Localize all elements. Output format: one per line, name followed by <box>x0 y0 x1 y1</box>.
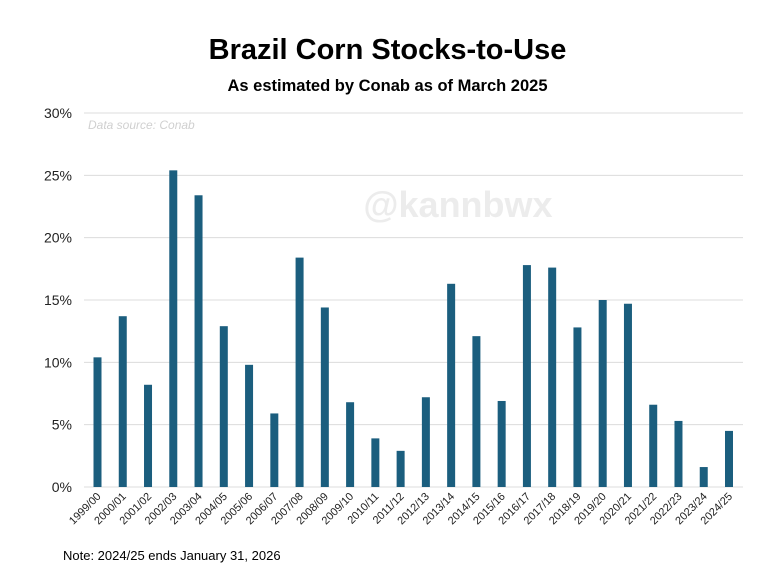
bar <box>144 384 153 487</box>
footnote: Note: 2024/25 ends January 31, 2026 <box>63 548 281 563</box>
bar <box>295 257 304 487</box>
bar <box>245 364 254 487</box>
bar <box>320 307 329 487</box>
bar <box>118 316 127 487</box>
bar <box>522 265 531 487</box>
bar <box>396 450 405 487</box>
bar <box>623 303 632 487</box>
bar <box>421 397 430 487</box>
bar <box>447 283 456 487</box>
bar <box>169 170 178 487</box>
y-tick-label: 10% <box>44 354 72 370</box>
chart-subtitle: As estimated by Conab as of March 2025 <box>227 77 548 95</box>
bar <box>674 420 683 487</box>
bar <box>270 413 279 487</box>
bar <box>497 400 506 487</box>
bar <box>472 336 481 487</box>
bar <box>699 467 708 487</box>
bar <box>725 430 733 487</box>
bar <box>371 438 380 487</box>
bar <box>346 402 355 487</box>
bar <box>548 267 557 487</box>
y-tick-label: 25% <box>44 167 72 183</box>
data-source-label: Data source: Conab <box>88 118 195 132</box>
bar <box>194 195 203 487</box>
bar <box>649 404 658 487</box>
y-tick-label: 0% <box>52 479 72 495</box>
bar <box>93 357 102 487</box>
bar <box>573 327 582 487</box>
bar <box>219 326 228 487</box>
watermark: @kannbwx <box>363 184 552 225</box>
y-tick-label: 15% <box>44 292 72 308</box>
chart-title: Brazil Corn Stocks-to-Use <box>208 34 567 66</box>
y-tick-label: 20% <box>44 230 72 246</box>
y-tick-label: 5% <box>52 417 72 433</box>
bar <box>598 300 607 487</box>
y-tick-label: 30% <box>44 105 72 121</box>
